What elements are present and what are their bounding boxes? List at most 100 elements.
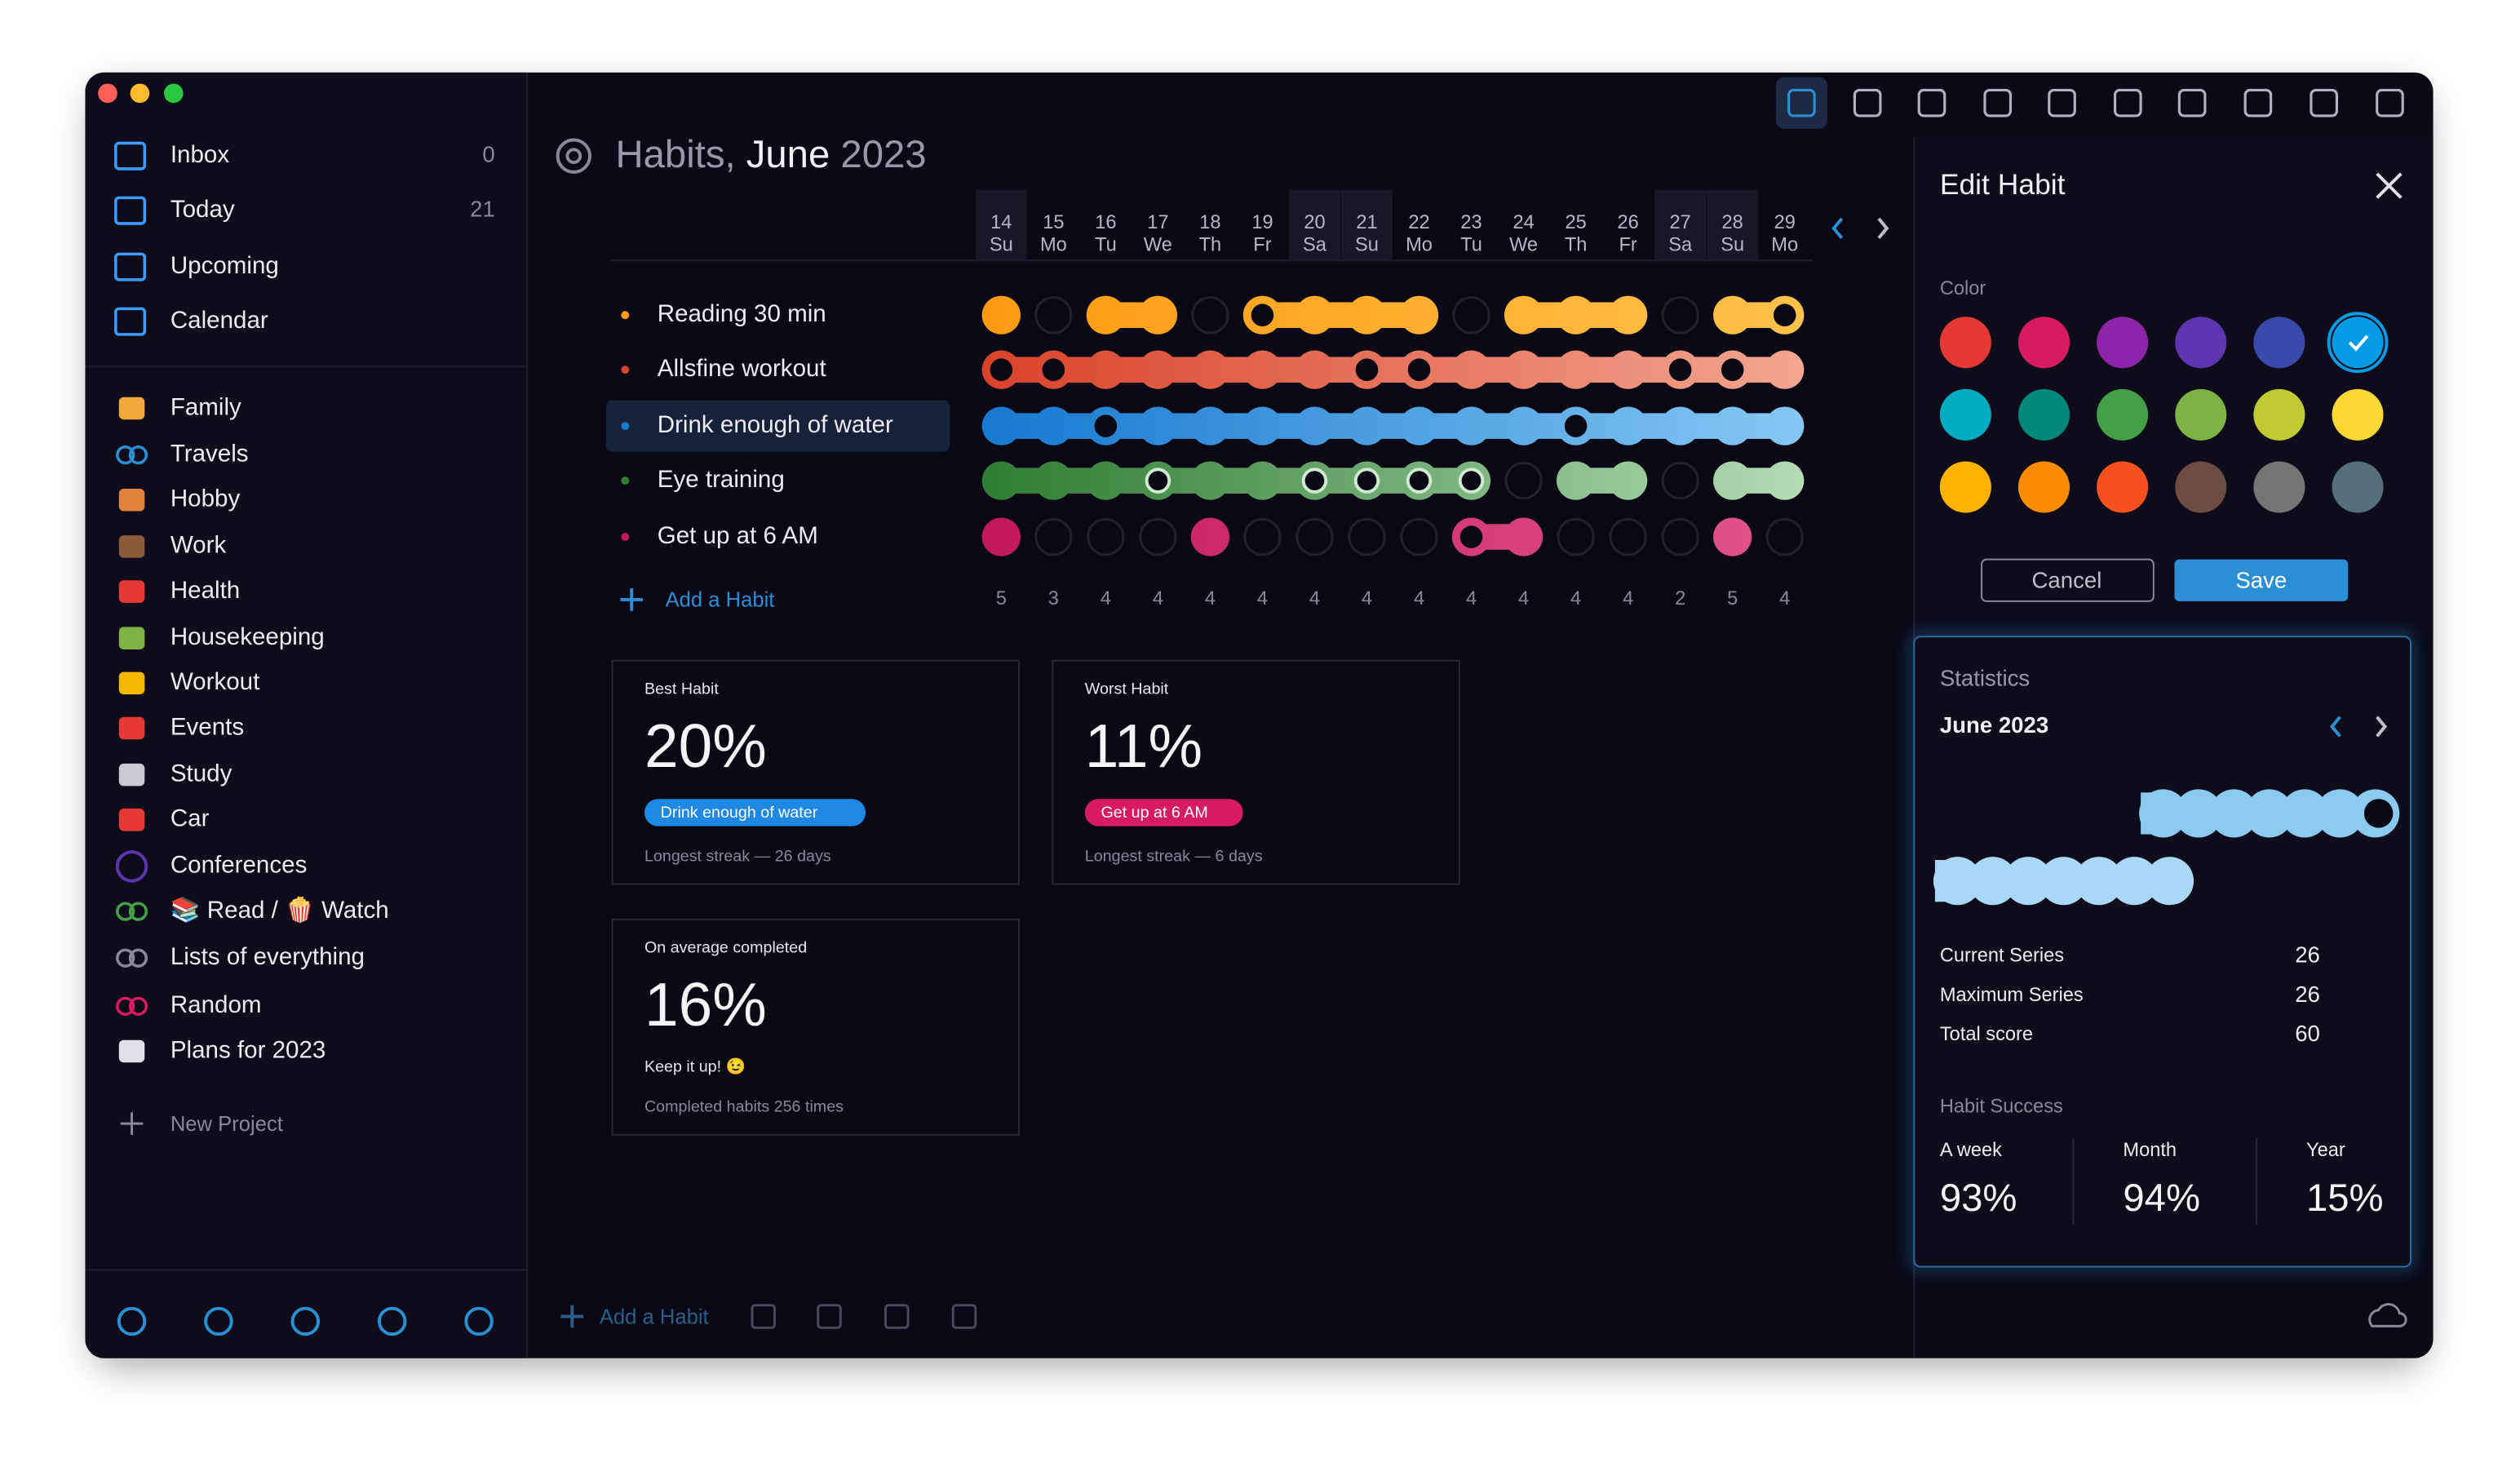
prev-icon[interactable]: [1831, 217, 1844, 239]
habit-empty[interactable]: [1661, 517, 1699, 556]
habit-done[interactable]: [1504, 295, 1543, 335]
project-label[interactable]: Lists of everything: [171, 943, 365, 970]
habit-empty[interactable]: [1139, 517, 1177, 556]
habit-name[interactable]: Eye training: [658, 466, 785, 493]
habit-empty[interactable]: [1400, 517, 1438, 556]
project-label[interactable]: Housekeeping: [171, 623, 325, 650]
sidebar-tool[interactable]: [204, 1306, 233, 1336]
project-label[interactable]: Workout: [171, 668, 259, 695]
project-label[interactable]: Random: [171, 991, 262, 1018]
color-swatch[interactable]: [2017, 388, 2070, 441]
habit-empty[interactable]: [1295, 517, 1334, 556]
toolbar-icon[interactable]: [1917, 88, 1946, 117]
minimize-button[interactable]: [130, 83, 150, 104]
color-swatch[interactable]: [1939, 461, 1991, 513]
habit-done[interactable]: [1034, 406, 1073, 445]
habit-done[interactable]: [1190, 350, 1230, 389]
project-label[interactable]: Conferences: [171, 852, 308, 879]
habit-done[interactable]: [1556, 350, 1596, 389]
habit-done[interactable]: [981, 406, 1021, 445]
habit-done[interactable]: [1034, 461, 1073, 500]
toolbar-icon[interactable]: [1983, 88, 2013, 117]
habit-done[interactable]: [1504, 517, 1543, 556]
new-project[interactable]: New Project: [171, 1113, 283, 1136]
habit-done[interactable]: [1765, 461, 1805, 500]
habit-done[interactable]: [1713, 517, 1752, 556]
add-icon[interactable]: [120, 1112, 144, 1135]
color-swatch[interactable]: [2332, 317, 2384, 369]
habit-done[interactable]: [1295, 295, 1335, 335]
color-swatch[interactable]: [2175, 388, 2227, 441]
habit-empty[interactable]: [1765, 517, 1804, 556]
habit-done[interactable]: [1713, 406, 1752, 445]
habit-done[interactable]: [1138, 295, 1178, 335]
toolbar-icon[interactable]: [817, 1304, 842, 1329]
habit-done[interactable]: [1138, 350, 1178, 389]
habit-done[interactable]: [1661, 406, 1700, 445]
habit-empty[interactable]: [1034, 296, 1073, 335]
color-swatch[interactable]: [2097, 461, 2149, 513]
toolbar-add-habit[interactable]: Add a Habit: [600, 1305, 709, 1328]
project-label[interactable]: Study: [171, 760, 233, 787]
toolbar-icon[interactable]: [2113, 88, 2142, 117]
toolbar-icon[interactable]: [2177, 88, 2207, 117]
color-swatch[interactable]: [2332, 461, 2384, 513]
color-swatch[interactable]: [2253, 317, 2305, 369]
sidebar-tool[interactable]: [464, 1306, 494, 1336]
toolbar-icon[interactable]: [751, 1304, 777, 1329]
add-icon[interactable]: [620, 588, 644, 611]
color-swatch[interactable]: [2253, 388, 2305, 441]
toolbar-icon[interactable]: [1853, 88, 1882, 117]
habit-empty[interactable]: [1557, 517, 1595, 556]
habit-done[interactable]: [1608, 350, 1648, 389]
next-icon[interactable]: [1877, 217, 1889, 239]
habit-name[interactable]: Reading 30 min: [658, 300, 826, 327]
next-icon[interactable]: [2376, 716, 2388, 738]
habit-done[interactable]: [1190, 461, 1230, 500]
habit-done[interactable]: [1086, 350, 1126, 389]
habit-done[interactable]: [981, 461, 1021, 500]
habit-done[interactable]: [1451, 350, 1491, 389]
habit-done[interactable]: [1086, 461, 1126, 500]
habit-empty[interactable]: [1191, 296, 1229, 335]
toolbar-icon[interactable]: [2376, 88, 2404, 117]
habit-done[interactable]: [1399, 295, 1439, 335]
project-label[interactable]: Plans for 2023: [171, 1036, 326, 1063]
habit-done[interactable]: [1242, 461, 1282, 500]
project-label[interactable]: Work: [171, 532, 227, 559]
color-swatch[interactable]: [2097, 317, 2149, 369]
habit-done[interactable]: [1138, 406, 1178, 445]
project-label[interactable]: 📚 Read / 🍿 Watch: [171, 896, 389, 924]
habit-empty[interactable]: [1452, 296, 1490, 335]
color-swatch[interactable]: [2017, 461, 2070, 513]
sidebar-tool[interactable]: [117, 1306, 147, 1336]
habit-done[interactable]: [981, 517, 1021, 556]
cloud-icon[interactable]: [2368, 1303, 2407, 1327]
selected-row[interactable]: [605, 400, 950, 452]
habit-done[interactable]: [1713, 295, 1752, 335]
project-label[interactable]: Health: [171, 577, 240, 604]
habit-done[interactable]: [1347, 406, 1387, 445]
nav-label[interactable]: Upcoming: [171, 252, 279, 279]
habit-empty[interactable]: [1661, 461, 1699, 500]
color-swatch[interactable]: [1939, 388, 1991, 441]
sidebar-tool[interactable]: [377, 1306, 407, 1336]
habit-done[interactable]: [981, 295, 1021, 335]
habit-done[interactable]: [1504, 350, 1543, 389]
project-label[interactable]: Car: [171, 805, 210, 832]
habit-empty[interactable]: [1087, 517, 1125, 556]
nav-label[interactable]: Inbox: [171, 141, 230, 168]
habit-done[interactable]: [1556, 461, 1596, 500]
habit-done[interactable]: [1295, 350, 1335, 389]
habit-name[interactable]: Drink enough of water: [658, 411, 893, 438]
nav-label[interactable]: Today: [171, 196, 235, 223]
habit-done[interactable]: [1608, 461, 1648, 500]
habit-name[interactable]: Allsfine workout: [658, 355, 826, 382]
toolbar-icon[interactable]: [884, 1304, 910, 1329]
zoom-button[interactable]: [163, 83, 184, 104]
toolbar-icon[interactable]: [951, 1304, 977, 1329]
habit-done[interactable]: [1242, 350, 1282, 389]
toolbar-icon[interactable]: [2310, 88, 2338, 117]
cancel-button[interactable]: [1981, 558, 2155, 602]
sidebar-tool[interactable]: [290, 1306, 321, 1336]
